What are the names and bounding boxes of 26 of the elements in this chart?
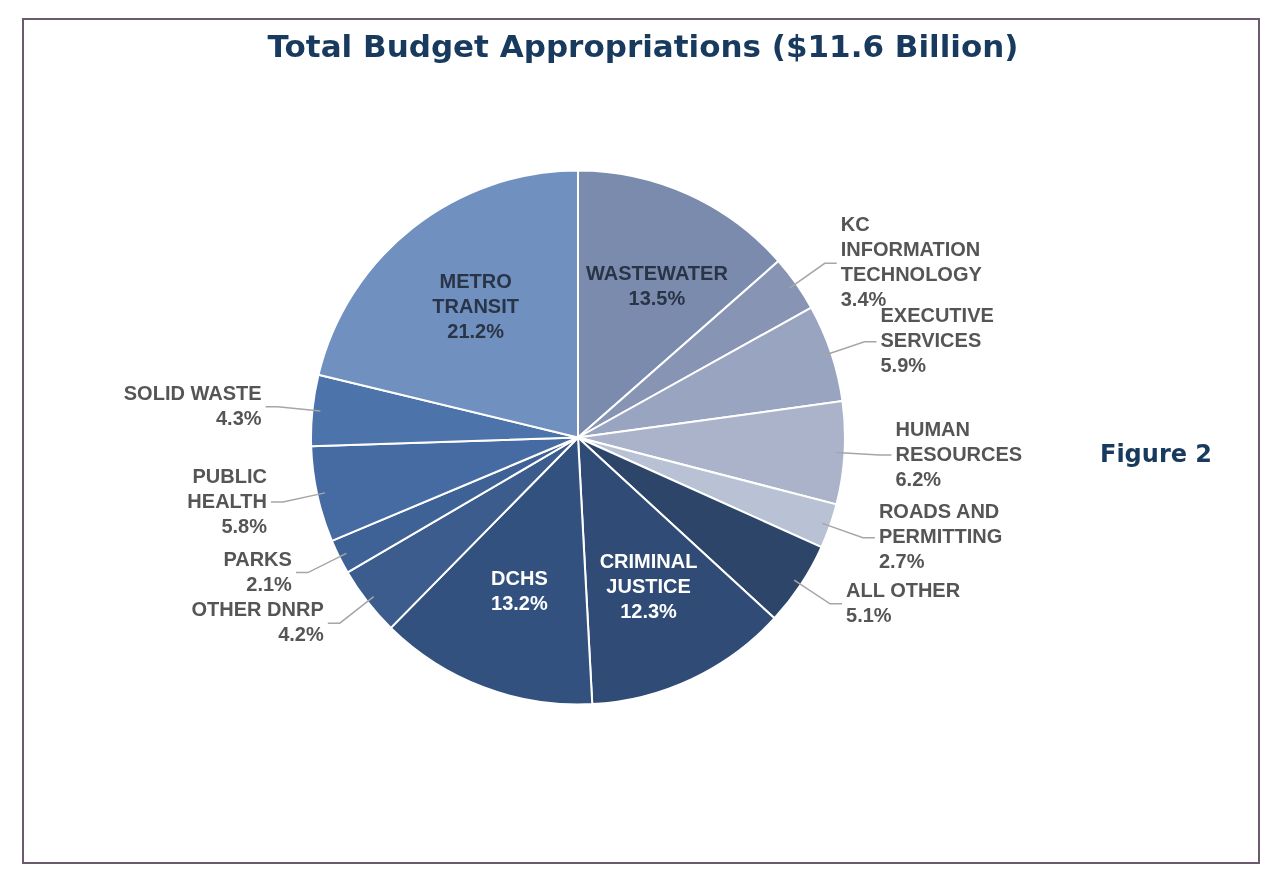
slice-label: HUMAN RESOURCES: [895, 417, 1023, 465]
slice-label: PARKS: [223, 547, 292, 570]
data-label: 5.9%: [880, 354, 927, 377]
data-label: 4.3%: [215, 406, 262, 429]
slice-label: DCHS: [491, 567, 548, 590]
slice-label: SOLID WASTE: [123, 381, 262, 404]
caption: Figure 2: [1100, 440, 1213, 468]
data-label: 5.1%: [846, 603, 892, 626]
slice-label: PUBLIC HEALTH: [187, 464, 267, 512]
data-label: 13.5%: [628, 286, 686, 309]
data-label: 2.7%: [878, 550, 925, 573]
slice-label: METRO TRANSIT: [432, 269, 519, 317]
slice-label: ALL OTHER: [846, 578, 961, 601]
slice-label: WASTEWATER: [585, 261, 729, 284]
data-label: 5.8%: [221, 514, 268, 537]
data-label: 12.3%: [620, 599, 678, 622]
data-label: 2.1%: [246, 572, 293, 595]
slice-label: ROADS AND PERMITTING: [878, 500, 1003, 548]
chart-title: Total Budget Appropriations ($11.6 Billion): [266, 28, 1020, 64]
data-label: 13.2%: [491, 592, 548, 615]
slice-label: OTHER DNRP: [191, 598, 324, 621]
slice-label: KC INFORMATION TECHNOLOGY: [840, 213, 983, 286]
data-label: 6.2%: [895, 467, 942, 490]
slice-label: CRIMINAL JUSTICE: [599, 549, 698, 597]
data-label: 21.2%: [447, 319, 505, 342]
data-label: 4.2%: [278, 623, 324, 646]
